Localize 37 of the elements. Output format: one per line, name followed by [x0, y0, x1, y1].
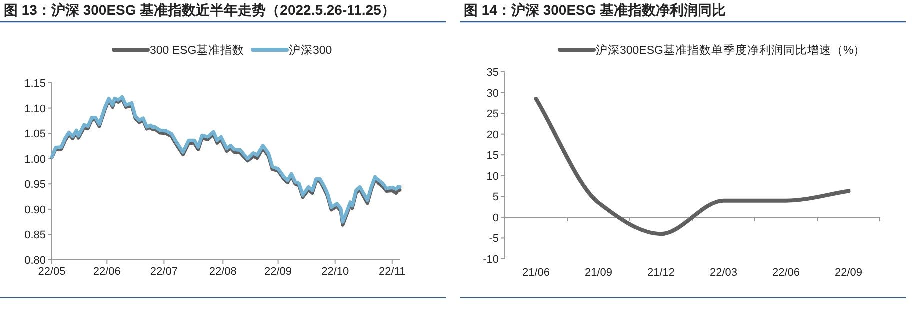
y-tick-label: 0.85 [24, 230, 46, 242]
legend-label: 沪深300 [289, 43, 332, 57]
y-tick-label: 0.90 [24, 204, 46, 216]
x-tick-label: 21/06 [522, 267, 550, 279]
y-tick-label: 35 [486, 67, 499, 79]
chart-title: 图 13：沪深 300ESG 基准指数近半年走势（2022.5.26-11.25） [4, 2, 396, 18]
y-tick-label: 10 [486, 170, 499, 183]
y-tick-label: 0.80 [24, 255, 46, 267]
y-tick-label: 25 [486, 108, 499, 121]
x-tick-label: 22/03 [710, 267, 738, 279]
y-tick-label: 1.00 [24, 154, 46, 166]
x-tick-label: 22/06 [772, 267, 800, 279]
y-tick-label: 20 [486, 129, 499, 142]
line-series [534, 97, 851, 236]
y-tick-label: 1.15 [24, 78, 46, 90]
y-tick-label: -10 [483, 254, 499, 266]
x-tick-label: 22/06 [93, 266, 121, 278]
x-tick-label: 22/11 [379, 266, 406, 278]
legend-label: 沪深300ESG基准指数单季度净利润同比增速（%） [596, 43, 866, 57]
legend-label: 300 ESG基准指数 [150, 44, 245, 57]
x-tick-label: 22/09 [264, 266, 292, 278]
y-tick-label: 1.05 [24, 128, 46, 141]
y-tick-label: 15 [486, 150, 499, 162]
y-tick-label: 30 [486, 88, 499, 100]
x-tick-label: 22/09 [834, 267, 863, 279]
y-tick-label: 1.10 [24, 103, 46, 116]
chart-title: 图 14：沪深 300ESG 基准指数净利润同比 [464, 2, 726, 18]
y-tick-label: 0 [492, 212, 499, 224]
x-tick-label: 22/10 [322, 266, 350, 278]
x-tick-label: 22/05 [38, 266, 66, 278]
x-tick-label: 21/12 [647, 267, 676, 279]
x-tick-label: 21/09 [584, 267, 613, 279]
x-tick-label: 22/07 [150, 266, 178, 278]
x-tick-label: 22/08 [209, 266, 237, 278]
y-tick-label: 5 [492, 192, 499, 204]
y-tick-label: 0.95 [24, 179, 46, 192]
y-tick-label: -5 [489, 233, 499, 246]
